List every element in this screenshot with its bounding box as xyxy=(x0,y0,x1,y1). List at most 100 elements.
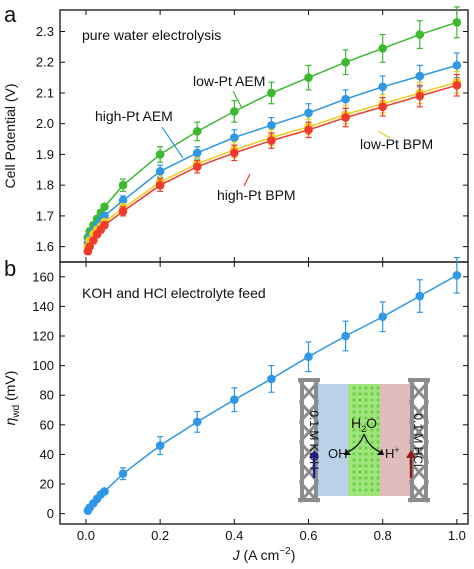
water-label: H2O xyxy=(351,415,377,434)
catalyst-dot xyxy=(370,434,374,438)
panel-a: a pure water electrolysis Cell Potential… xyxy=(2,2,469,263)
panel-b-data-point xyxy=(378,312,387,322)
catalyst-dot xyxy=(358,422,362,426)
panel-a-data-point xyxy=(230,133,239,142)
catalyst-dot xyxy=(376,392,380,396)
right-endplate-strut xyxy=(408,420,430,444)
panel-a-data-point xyxy=(155,167,165,176)
catalyst-dot xyxy=(352,476,356,480)
panel-b-data-point xyxy=(341,331,350,341)
catalyst-dot xyxy=(364,476,368,480)
schematic-right-electrolyte-label: 0.1 M HCl xyxy=(411,413,425,466)
catalyst-dot xyxy=(358,476,362,480)
catalyst-dot xyxy=(376,404,380,408)
catalyst-dot xyxy=(352,452,356,456)
label-high-pt-aem-pointer xyxy=(161,126,184,159)
catalyst-dot xyxy=(364,410,368,414)
catalyst-dot xyxy=(358,404,362,408)
panel-a-ytick-label: 1.8 xyxy=(36,178,54,193)
panel-b-xtick-label: 0.8 xyxy=(374,528,392,543)
panel-a-data-point xyxy=(100,202,109,211)
catalyst-dot xyxy=(352,398,356,402)
catalyst-dot xyxy=(352,440,356,444)
label-low-pt-bpm-text: low-Pt BPM xyxy=(360,136,433,152)
catalyst-dot xyxy=(352,428,356,432)
catalyst-dot xyxy=(370,392,374,396)
panel-a-series xyxy=(83,6,462,256)
catalyst-dot xyxy=(370,404,374,408)
panel-a-ytick-label: 2.2 xyxy=(36,55,54,70)
label-low-pt-aem: low-Pt AEM xyxy=(193,73,265,109)
panel-a-data-point xyxy=(192,127,202,136)
panel-b-frame xyxy=(59,261,469,525)
catalyst-dot xyxy=(352,404,356,408)
catalyst-dot xyxy=(358,392,362,396)
panel-a-series-line xyxy=(87,81,458,247)
panel-a-y-axis-label: Cell Potential (V) xyxy=(2,83,18,188)
label-low-pt-aem-text: low-Pt AEM xyxy=(193,73,265,89)
dissociation-arrowhead-left xyxy=(344,449,351,455)
panel-a-ytick-label: 1.9 xyxy=(36,147,54,162)
schematic-left-endplate xyxy=(298,378,320,504)
panel-a-data-point xyxy=(378,44,387,53)
panel-b-xtick-label: 0.0 xyxy=(77,528,95,543)
panel-b-x-axis-label: J (A cm−2) xyxy=(232,546,296,563)
schematic-left-electrolyte-label: 0.1 M KOH xyxy=(307,410,321,469)
panel-b-y-axis-label: ηwd (mV) xyxy=(2,371,22,426)
catalyst-dot xyxy=(376,458,380,462)
panel-b-xtick-label: 0.6 xyxy=(299,528,317,543)
catalyst-dot xyxy=(376,470,380,474)
catalyst-dot xyxy=(358,386,362,390)
catalyst-dot xyxy=(364,452,368,456)
catalyst-dot xyxy=(370,386,374,390)
catalyst-dot xyxy=(376,428,380,432)
catalyst-dot xyxy=(358,416,362,420)
h-transport-arrowhead xyxy=(406,450,416,458)
panel-b-ytick-label: 20 xyxy=(40,477,54,492)
left-endplate-strut xyxy=(298,380,320,404)
right-endplate-cap xyxy=(408,498,430,502)
catalyst-dot xyxy=(364,488,368,492)
panel-b-ytick-label: 160 xyxy=(32,269,54,284)
catalyst-dot xyxy=(352,434,356,438)
left-endplate-strut xyxy=(298,420,320,444)
catalyst-dot xyxy=(364,392,368,396)
panel-a-data-point xyxy=(230,148,239,158)
panel-a-data-point xyxy=(267,136,276,145)
label-high-pt-aem-text: high-Pt AEM xyxy=(95,108,173,124)
right-endplate-strut xyxy=(408,400,430,424)
panel-a-ytick-label: 2.0 xyxy=(36,116,54,131)
label-high-pt-aem: high-Pt AEM xyxy=(95,108,184,159)
catalyst-dot xyxy=(370,476,374,480)
panel-b-series xyxy=(83,256,462,515)
catalyst-dot xyxy=(376,410,380,414)
catalyst-dot xyxy=(364,458,368,462)
catalyst-dot xyxy=(364,416,368,420)
catalyst-dot xyxy=(352,422,356,426)
panel-a-data-point xyxy=(230,107,239,116)
catalyst-dot xyxy=(358,488,362,492)
catalyst-dot xyxy=(352,458,356,462)
label-high-pt-bpm-text: high-Pt BPM xyxy=(217,187,296,203)
catalyst-dot xyxy=(376,482,380,486)
catalyst-dot xyxy=(364,446,368,450)
panel-a-series-3 xyxy=(83,73,462,256)
schematic-right-endplate xyxy=(408,378,430,504)
catalyst-dot xyxy=(376,386,380,390)
catalyst-dot xyxy=(370,398,374,402)
panel-a-ytick-label: 2.1 xyxy=(36,85,54,100)
dissociation-arrowhead-right xyxy=(377,449,384,455)
right-endplate-strut xyxy=(408,440,430,464)
catalyst-dot xyxy=(358,464,362,468)
catalyst-dot xyxy=(358,428,362,432)
panel-a-ytick-label: 1.6 xyxy=(36,239,54,254)
panel-b-data-point xyxy=(415,291,425,301)
catalyst-dot xyxy=(376,398,380,402)
panel-a-data-point xyxy=(155,180,165,190)
catalyst-dot xyxy=(376,446,380,450)
panel-b-data-point xyxy=(118,469,128,478)
schematic-catholyte xyxy=(380,384,410,496)
left-endplate-strut xyxy=(298,440,320,464)
left-endplate-cap xyxy=(298,378,320,382)
